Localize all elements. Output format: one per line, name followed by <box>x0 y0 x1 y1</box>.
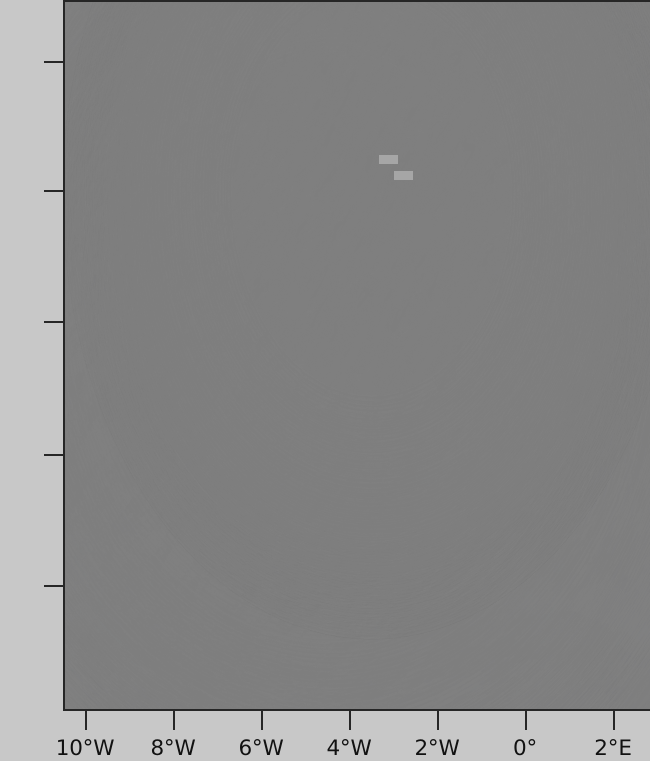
x-tick-mark <box>613 711 615 730</box>
x-tick-mark <box>525 711 527 730</box>
x-tick-mark <box>85 711 87 730</box>
y-tick-mark <box>44 61 63 63</box>
anomaly-field-svg <box>65 2 650 709</box>
masked-data-patch <box>379 154 399 164</box>
x-tick-label: 2°E <box>594 736 632 761</box>
x-tick-mark <box>349 711 351 730</box>
x-tick-mark <box>437 711 439 730</box>
y-tick-mark <box>44 321 63 323</box>
y-tick-mark <box>44 454 63 456</box>
y-tick-mark <box>44 585 63 587</box>
x-tick-label: 4°W <box>326 736 372 761</box>
x-tick-label: 0° <box>512 736 538 761</box>
x-tick-label: 2°W <box>414 736 460 761</box>
x-tick-label: 10°W <box>55 736 115 761</box>
x-tick-label: 6°W <box>238 736 284 761</box>
y-tick-mark <box>44 190 63 192</box>
x-tick-label: 8°W <box>150 736 196 761</box>
masked-data-patch <box>394 171 414 181</box>
x-tick-mark <box>173 711 175 730</box>
x-tick-mark <box>261 711 263 730</box>
heatmap-field <box>65 2 650 709</box>
map-axes[interactable] <box>63 0 650 711</box>
